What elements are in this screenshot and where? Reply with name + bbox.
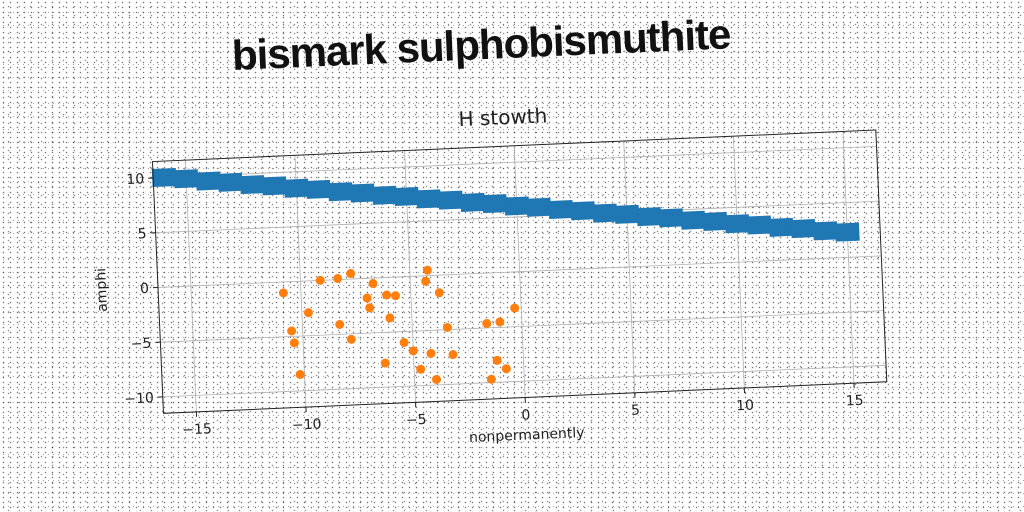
scatter-point-circle — [385, 313, 395, 323]
marks — [151, 167, 860, 384]
y-gridline — [155, 200, 879, 234]
scatter-point-circle — [289, 338, 299, 348]
scatter-point-circle — [303, 308, 313, 318]
scatter-point-circle — [486, 374, 496, 384]
scatter-point-circle — [492, 355, 502, 365]
scatter-point-square — [195, 171, 221, 191]
y-gridline — [157, 255, 882, 288]
scatter-point-square — [151, 167, 177, 188]
scatter-point-circle — [422, 265, 432, 275]
scatter-point-square — [394, 187, 419, 207]
x-tick-label: −10 — [292, 416, 322, 433]
y-tick-label: −5 — [130, 336, 151, 353]
scatter-point-square — [239, 175, 265, 195]
scatter-point-square — [284, 178, 309, 198]
scatter-point-circle — [278, 288, 288, 298]
scatter-point-square — [306, 179, 331, 199]
scatter-point-circle — [346, 269, 356, 279]
scatter-point-square — [812, 221, 838, 241]
y-gridline — [153, 146, 877, 179]
scatter-point-circle — [362, 293, 372, 303]
scatter-point-circle — [408, 346, 418, 356]
scatter-point-circle — [382, 290, 392, 300]
scatter-point-square — [173, 169, 199, 189]
scatter-point-circle — [432, 374, 442, 384]
scatter-point-square — [724, 214, 750, 234]
x-axis-label: nonpermanently — [469, 425, 585, 446]
scatter-point-circle — [391, 291, 401, 301]
x-tick-label: −15 — [182, 421, 212, 438]
scatter-point-circle — [335, 319, 345, 329]
scatter-point-circle — [421, 276, 431, 286]
scatter-point-circle — [501, 364, 511, 374]
x-tick-label: 10 — [736, 398, 755, 415]
scatter-point-circle — [368, 279, 378, 289]
scatter-point-circle — [426, 348, 436, 358]
y-tick-label: 0 — [140, 281, 150, 297]
scatter-point-circle — [448, 350, 458, 360]
scatter-point-circle — [333, 274, 343, 284]
scatter-point-square — [261, 176, 287, 196]
y-tick-label: 5 — [137, 226, 147, 242]
scatter-point-circle — [434, 288, 444, 298]
scatter-point-square — [614, 204, 640, 224]
scatter-point-square — [438, 190, 464, 210]
scatter-point-circle — [315, 275, 325, 285]
scatter-point-square — [680, 210, 706, 230]
scatter-point-square — [350, 183, 375, 203]
scatter-point-square — [548, 200, 574, 220]
x-tick-label: 0 — [521, 407, 531, 423]
scatter-point-square — [834, 222, 860, 242]
scatter-point-square — [636, 207, 662, 227]
scatter-point-square — [746, 215, 772, 235]
scatter-point-circle — [495, 317, 505, 327]
scatter-point-circle — [346, 334, 356, 344]
scatter-point-square — [768, 217, 794, 237]
scatter-point-square — [328, 182, 353, 202]
plot-group: H stowth −15 −10 −5 0 5 10 15 −10 −5 0 5 10 nonperm… — [93, 103, 888, 446]
scatter-point-square — [702, 211, 728, 231]
scatter-point-square — [482, 194, 508, 214]
scatter-point-circle — [295, 369, 305, 379]
scatter-point-circle — [416, 364, 426, 374]
scatter-point-circle — [510, 303, 520, 313]
scatter-point-circle — [482, 319, 492, 329]
scatter-point-circle — [399, 338, 409, 348]
scatter-point-square — [460, 192, 486, 212]
scatter-point-circle — [380, 358, 390, 368]
scatter-point-square — [658, 208, 684, 228]
scatter-point-square — [416, 189, 442, 209]
y-tick-label: −10 — [124, 390, 154, 407]
grid — [153, 131, 887, 412]
ticks: −15 −10 −5 0 5 10 15 −10 −5 0 5 10 — [124, 171, 864, 438]
y-tick-label: 10 — [126, 171, 145, 188]
scatter-point-circle — [287, 326, 297, 336]
chart-title: H stowth — [458, 103, 548, 131]
y-gridline — [162, 364, 887, 398]
scatter-point-circle — [365, 303, 375, 313]
scatter-point-square — [592, 203, 618, 223]
scatter-point-square — [217, 172, 243, 192]
y-axis-label: amphi — [93, 268, 111, 313]
x-tick-label: 5 — [631, 403, 641, 419]
y-gridline — [160, 310, 884, 343]
scatter-point-circle — [442, 322, 452, 332]
scatter-point-square — [526, 197, 552, 217]
x-tick-label: −5 — [406, 412, 427, 429]
scatter-point-square — [372, 185, 397, 205]
x-tick-label: 15 — [845, 393, 864, 410]
scatter-point-square — [504, 196, 530, 216]
scatter-point-square — [790, 219, 816, 239]
scatter-point-square — [570, 201, 596, 221]
